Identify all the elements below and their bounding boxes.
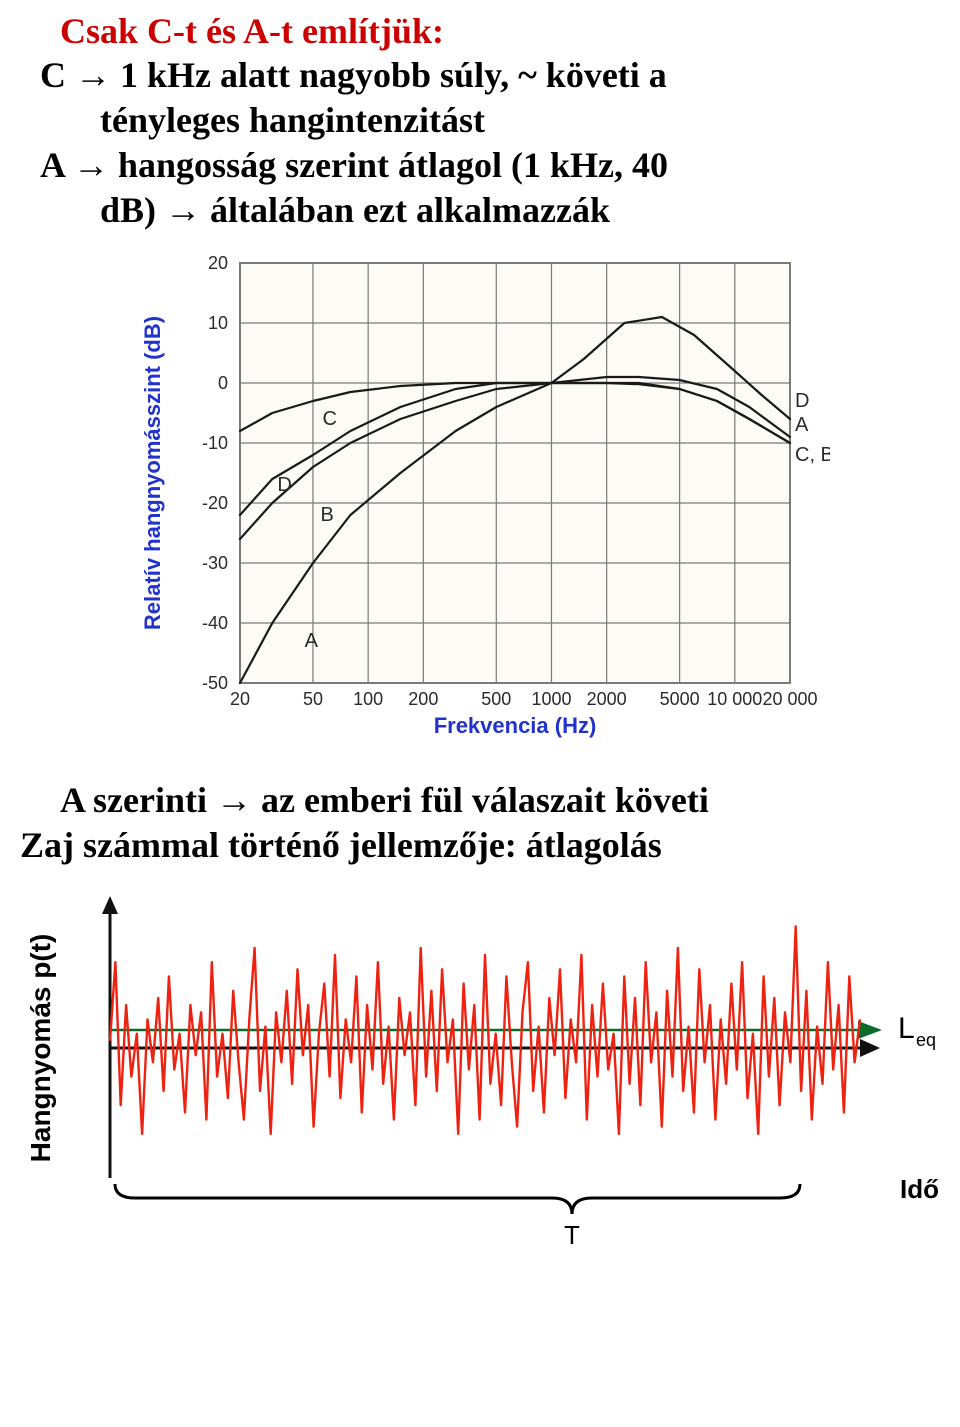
svg-text:-30: -30 xyxy=(202,553,228,573)
svg-text:A: A xyxy=(305,630,319,652)
svg-text:C: C xyxy=(323,408,337,430)
section-title: Csak C-t és A-t említjük: xyxy=(60,10,940,53)
svg-text:100: 100 xyxy=(353,689,383,709)
body-line-2b: dB) → általában ezt alkalmazzák xyxy=(100,188,940,233)
svg-text:-40: -40 xyxy=(202,613,228,633)
svg-text:20: 20 xyxy=(230,689,250,709)
svg-text:500: 500 xyxy=(481,689,511,709)
svg-text:eq: eq xyxy=(916,1030,936,1050)
body-line-1a: C → 1 kHz alatt nagyobb súly, ~ követi a xyxy=(40,55,667,95)
weighting-chart: 20100-10-20-30-40-5020501002005001000200… xyxy=(130,243,830,768)
noise-time-chart: T Hangnyomás p(t) Idő (s) Leq xyxy=(20,878,940,1263)
svg-text:10: 10 xyxy=(208,313,228,333)
svg-text:L: L xyxy=(898,1012,915,1045)
svg-text:Relatív hangnyomásszint (dB): Relatív hangnyomásszint (dB) xyxy=(140,316,165,630)
body-line-2a: A → hangosság szerint átlagol (1 kHz, 40 xyxy=(40,143,940,188)
svg-text:200: 200 xyxy=(408,689,438,709)
svg-text:0: 0 xyxy=(218,373,228,393)
svg-text:Frekvencia (Hz): Frekvencia (Hz) xyxy=(434,713,597,738)
svg-text:B: B xyxy=(321,504,334,526)
body-paragraph-2: A szerinti → az emberi fül válaszait köv… xyxy=(40,778,940,868)
svg-text:20: 20 xyxy=(208,253,228,273)
svg-text:1000: 1000 xyxy=(531,689,571,709)
svg-text:-10: -10 xyxy=(202,433,228,453)
svg-text:C, B: C, B xyxy=(795,444,830,466)
svg-text:Hangnyomás p(t): Hangnyomás p(t) xyxy=(25,934,56,1163)
svg-text:D: D xyxy=(795,390,809,412)
body-line-4: Zaj számmal történő jellemzője: átlagolá… xyxy=(20,823,940,868)
svg-text:20 000: 20 000 xyxy=(762,689,817,709)
svg-text:Idő (s): Idő (s) xyxy=(900,1174,940,1204)
svg-text:A: A xyxy=(795,414,809,436)
body-line-3: A szerinti → az emberi fül válaszait köv… xyxy=(60,778,940,823)
svg-text:T: T xyxy=(564,1220,580,1250)
body-paragraph-1: C → 1 kHz alatt nagyobb súly, ~ követi a… xyxy=(40,53,940,233)
svg-text:5000: 5000 xyxy=(660,689,700,709)
svg-text:D: D xyxy=(277,474,291,496)
svg-text:-20: -20 xyxy=(202,493,228,513)
svg-text:10 000: 10 000 xyxy=(707,689,762,709)
svg-text:50: 50 xyxy=(303,689,323,709)
body-line-1b: tényleges hangintenzitást xyxy=(100,98,940,143)
svg-text:-50: -50 xyxy=(202,673,228,693)
svg-text:2000: 2000 xyxy=(587,689,627,709)
